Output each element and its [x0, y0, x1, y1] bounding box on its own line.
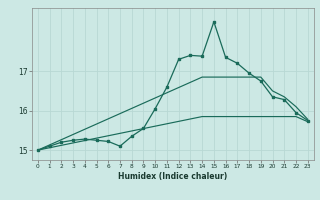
X-axis label: Humidex (Indice chaleur): Humidex (Indice chaleur) [118, 172, 228, 181]
